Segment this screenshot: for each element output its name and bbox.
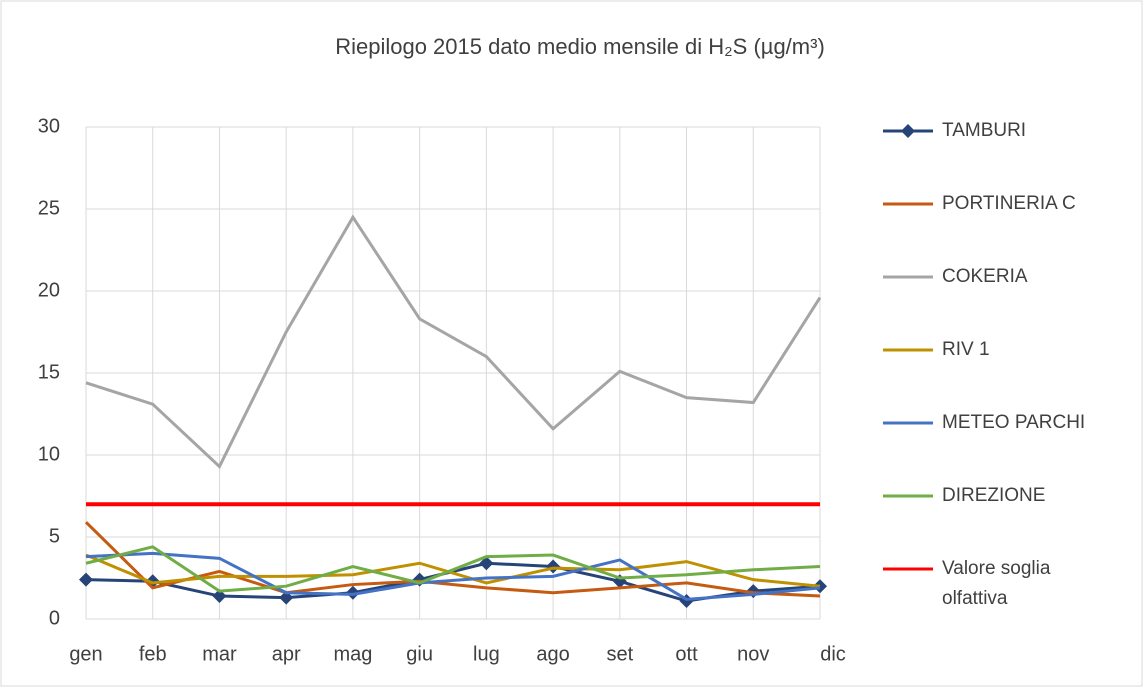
x-tick-label: set	[606, 643, 633, 665]
legend-label: COKERIA	[942, 266, 1028, 287]
point-marker	[479, 556, 494, 571]
x-tick-label: dic	[820, 643, 846, 665]
chart-title: Riepilogo 2015 dato medio mensile di H₂S…	[335, 34, 825, 59]
y-tick-label: 20	[38, 279, 60, 301]
series-line	[85, 553, 821, 588]
y-tick-label: 0	[49, 607, 60, 629]
x-tick-label: feb	[139, 643, 167, 665]
legend-marker	[901, 124, 915, 138]
series-line	[85, 545, 821, 593]
x-tick-label: mag	[333, 643, 372, 665]
legend-label: RIV 1	[942, 339, 990, 360]
legend-label: METEO PARCHI	[942, 412, 1086, 433]
y-tick-label: 30	[38, 115, 60, 137]
legend-label: PORTINERIA C	[942, 193, 1076, 214]
y-tick-label: 5	[49, 525, 60, 547]
x-tick-label: giu	[406, 643, 433, 665]
y-tick-label: 15	[38, 361, 60, 383]
series-line	[84, 521, 821, 598]
y-tick-label: 10	[38, 443, 60, 465]
x-tick-label: apr	[272, 643, 301, 665]
x-tick-label: mar	[202, 643, 237, 665]
series-line	[85, 214, 822, 469]
x-tick-label: ago	[536, 643, 569, 665]
y-tick-label: 25	[38, 197, 60, 219]
x-tick-label: nov	[737, 643, 769, 665]
legend-label: Valore soglia olfattiva	[942, 558, 1051, 609]
series-line	[85, 551, 821, 601]
legend-label: TAMBURI	[942, 120, 1027, 141]
point-marker	[345, 585, 360, 600]
legend-label: DIREZIONE	[942, 485, 1046, 506]
x-tick-label: ott	[675, 643, 698, 665]
x-tick-label: lug	[473, 643, 500, 665]
point-marker	[79, 572, 93, 587]
point-marker	[212, 589, 227, 604]
x-tick-label: gen	[69, 643, 102, 665]
